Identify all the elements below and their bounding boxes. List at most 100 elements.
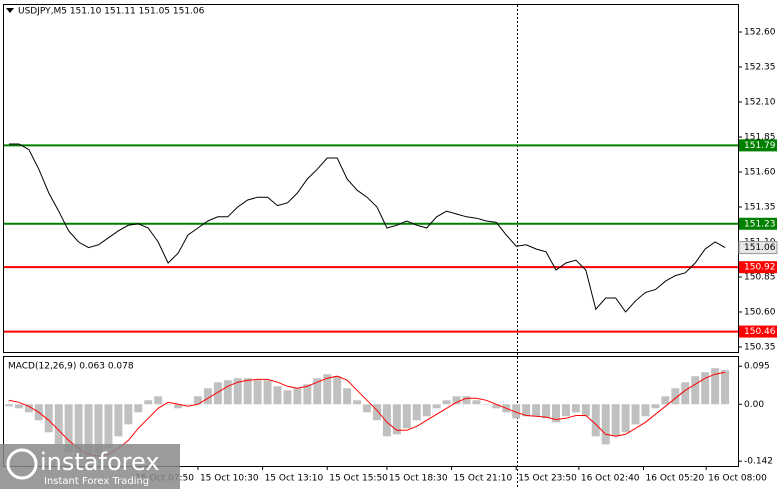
histogram-bar bbox=[601, 404, 610, 445]
histogram-bar bbox=[522, 404, 531, 417]
level-label: 150.92 bbox=[744, 263, 776, 273]
histogram-bar bbox=[392, 404, 401, 435]
histogram-bar bbox=[542, 404, 551, 419]
signal-line bbox=[8, 371, 726, 457]
histogram-bar bbox=[631, 404, 640, 425]
histogram-bar bbox=[313, 378, 322, 405]
y-tick-label: 151.60 bbox=[744, 167, 776, 177]
histogram-bar bbox=[442, 400, 451, 405]
histogram-bar bbox=[591, 404, 600, 437]
x-tick-label: 16 Oct 08:00 bbox=[708, 474, 767, 484]
watermark: instaforex Instant Forex Trading bbox=[0, 444, 180, 489]
histogram-bar bbox=[452, 396, 461, 405]
histogram-bar bbox=[671, 388, 680, 405]
histogram-bar bbox=[183, 404, 192, 405]
histogram-bar bbox=[721, 370, 730, 405]
current-price: 151.06 bbox=[744, 243, 776, 253]
level-tag bbox=[739, 261, 777, 274]
histogram-bar bbox=[412, 404, 421, 421]
price-tag bbox=[738, 241, 778, 255]
histogram-bar bbox=[651, 404, 660, 409]
histogram-bar bbox=[223, 380, 232, 405]
y-tick-label: 152.10 bbox=[744, 98, 776, 108]
histogram-bar bbox=[174, 404, 183, 409]
histogram-bar bbox=[691, 376, 700, 405]
histogram-bar bbox=[293, 388, 302, 405]
histogram-bar bbox=[363, 404, 372, 413]
x-tick-label: 15 Oct 18:30 bbox=[389, 474, 448, 484]
y-tick-label: -0.142 bbox=[744, 457, 773, 467]
level-label: 150.46 bbox=[744, 327, 776, 337]
histogram-bar bbox=[253, 380, 262, 405]
price-title: USDJPY,M5 151.10 151.11 151.05 151.06 bbox=[18, 7, 205, 17]
histogram-bar bbox=[263, 380, 272, 405]
histogram-bar bbox=[84, 404, 93, 461]
histogram-bar bbox=[24, 404, 33, 413]
histogram-bar bbox=[243, 378, 252, 405]
histogram-bar bbox=[641, 404, 650, 417]
histogram-bar bbox=[164, 404, 173, 405]
x-tick-label: 15 Oct 10:30 bbox=[200, 474, 259, 484]
histogram-bar bbox=[124, 404, 133, 425]
histogram-bar bbox=[512, 404, 521, 419]
histogram-bar bbox=[532, 404, 541, 417]
histogram-bar bbox=[681, 382, 690, 405]
histogram-bar bbox=[114, 404, 123, 437]
macd-title: MACD(12,26,9) 0.063 0.078 bbox=[8, 362, 134, 372]
x-tick-label: 15 Oct 13:10 bbox=[265, 474, 324, 484]
dropdown-icon bbox=[6, 8, 14, 13]
logo-icon bbox=[6, 448, 38, 480]
histogram-bar bbox=[472, 400, 481, 405]
x-tick-label: 16 Oct 05:20 bbox=[646, 474, 705, 484]
histogram-bar bbox=[482, 404, 491, 405]
histogram-bar bbox=[193, 396, 202, 405]
histogram-bar bbox=[661, 396, 670, 405]
tagline: Instant Forex Trading bbox=[44, 476, 149, 487]
level-label: 151.23 bbox=[744, 219, 776, 229]
histogram-bar bbox=[323, 374, 332, 405]
histogram-bar bbox=[94, 404, 103, 457]
histogram-bar bbox=[14, 404, 23, 409]
histogram-bar bbox=[4, 404, 13, 407]
histogram-bar bbox=[701, 372, 710, 405]
histogram-bar bbox=[343, 388, 352, 405]
y-tick-label: 151.85 bbox=[744, 132, 776, 142]
histogram-bar bbox=[64, 404, 73, 453]
histogram-bar bbox=[611, 404, 620, 437]
y-tick-label: 150.60 bbox=[744, 307, 776, 317]
histogram-bar bbox=[74, 404, 83, 459]
histogram-bar bbox=[213, 382, 222, 405]
histogram-bar bbox=[581, 404, 590, 417]
histogram-bar bbox=[621, 404, 630, 433]
price-panel bbox=[3, 4, 739, 353]
x-tick-label: 15 Oct 21:10 bbox=[454, 474, 513, 484]
histogram-bar bbox=[273, 386, 282, 405]
level-tag bbox=[739, 139, 777, 152]
level-label: 151.79 bbox=[744, 141, 776, 151]
histogram-bar bbox=[422, 404, 431, 417]
histogram-bar bbox=[372, 404, 381, 421]
histogram-bar bbox=[44, 404, 53, 433]
histogram-bar bbox=[382, 404, 391, 437]
brand: instaforex bbox=[40, 448, 160, 476]
histogram-bar bbox=[54, 404, 63, 445]
histogram-bar bbox=[353, 400, 362, 405]
histogram-bar bbox=[144, 400, 153, 405]
level-tag bbox=[739, 217, 777, 230]
y-tick-label: 0.00 bbox=[744, 400, 764, 410]
level-tag bbox=[739, 325, 777, 338]
x-tick-label: 15 Oct 23:50 bbox=[518, 474, 577, 484]
histogram-bar bbox=[462, 396, 471, 405]
histogram-bar bbox=[203, 388, 212, 405]
histogram-bar bbox=[283, 390, 292, 405]
histogram-bar bbox=[561, 404, 570, 417]
histogram-bar bbox=[233, 378, 242, 405]
histogram-bar bbox=[492, 404, 501, 409]
histogram-bar bbox=[303, 384, 312, 405]
x-tick-label: 15 Oct 15:50 bbox=[329, 474, 388, 484]
y-tick-label: 0.095 bbox=[744, 362, 770, 372]
y-tick-label: 150.85 bbox=[744, 272, 776, 282]
y-tick-label: 150.35 bbox=[744, 342, 776, 352]
histogram-bar bbox=[402, 404, 411, 429]
